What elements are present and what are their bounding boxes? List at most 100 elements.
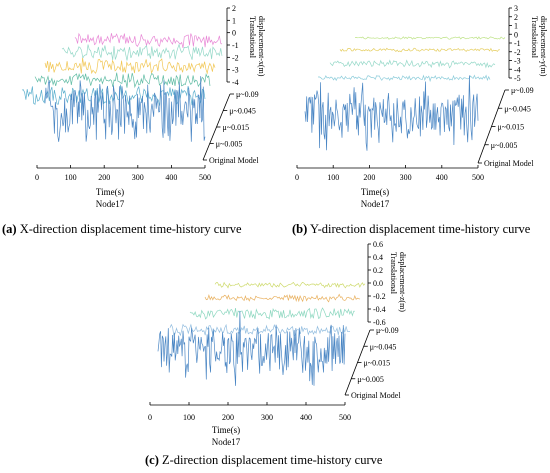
x-tick-label: 100: [327, 173, 339, 182]
panel-caption: (a) X-direction displacement time-histor…: [2, 222, 242, 236]
series-line-2: [61, 43, 223, 61]
x-tick-label: 0: [35, 173, 39, 182]
y-axis-label: displacement-y(m): [539, 16, 548, 77]
caption-text: Y-direction displacement time-history cu…: [307, 222, 531, 236]
x-axis-sublabel: Node17: [361, 199, 390, 209]
series-line-2: [204, 293, 361, 303]
y-tick-label: -0.2: [373, 292, 386, 301]
x-axis-label: Time(s): [96, 187, 124, 197]
x-tick-label: 200: [98, 173, 110, 182]
depth-label: μ~0.045: [229, 107, 256, 116]
y-tick-label: 3: [514, 4, 518, 13]
y-tick-label: -2: [232, 53, 239, 62]
y-tick-label: -2: [514, 48, 521, 57]
y-tick-label: -0.4: [373, 305, 386, 314]
x-tick-label: 100: [183, 413, 195, 422]
series-line-1: [74, 32, 223, 48]
y-tick-label: 2: [232, 4, 236, 13]
x-tick-label: 300: [400, 173, 412, 182]
series-line-1: [214, 281, 366, 289]
y-tick-label: 0: [232, 29, 236, 38]
depth-label: Original Model: [484, 159, 534, 168]
depth-label: Original Model: [209, 156, 259, 165]
series-line-3: [329, 59, 496, 69]
x-tick-label: 400: [300, 413, 312, 422]
y-tick-label: 0.6: [373, 240, 383, 249]
y-tick-label: -4: [232, 78, 239, 87]
chart-panel-c: 0 100 200 300 400 500 Time(s) Node17 μ~0.09 μ~0.0…: [145, 240, 407, 467]
y-axis-label: Translational: [530, 16, 539, 59]
depth-label: μ~0.005: [491, 141, 518, 150]
series-line-4: [169, 323, 351, 338]
depth-label: μ~0.005: [357, 375, 384, 384]
x-tick-label: 400: [436, 173, 448, 182]
caption-letter: (c): [145, 453, 159, 467]
series-line-4: [317, 74, 491, 83]
y-axis-label: Translational: [389, 252, 398, 295]
caption-text: Z-direction displacement time-history cu…: [159, 453, 383, 467]
x-axis-sublabel: Node17: [96, 199, 125, 209]
series-line-3: [189, 307, 355, 320]
y-axis-label-group: Translational displacement-z(m): [389, 252, 407, 312]
y-tick-label: -3: [514, 57, 521, 66]
depth-label: μ~0.015: [498, 123, 525, 132]
y-axis-label: displacement-z(m): [398, 252, 407, 312]
depth-label: μ~0.045: [504, 104, 531, 113]
y-tick-label: 1: [232, 16, 236, 25]
y-tick-label: -1: [514, 39, 521, 48]
depth-label: μ~0.045: [370, 342, 397, 351]
depth-label: μ~0.09: [511, 86, 534, 95]
x-axis-sublabel: Node17: [212, 437, 241, 447]
y-tick-label: 0.4: [373, 253, 383, 262]
depth-label: μ~0.005: [216, 140, 243, 149]
y-tick-label: 0: [514, 30, 518, 39]
x-tick-label: 500: [199, 173, 211, 182]
x-tick-label: 0: [295, 173, 299, 182]
x-axis-label: Time(s): [361, 187, 389, 197]
caption-letter: (b): [292, 222, 307, 236]
series-line-4: [34, 72, 211, 89]
series-line-original: [157, 310, 346, 386]
chart-panel-a: 0 100 200 300 400 500 Time(s) Node17 μ~0.09 μ~0.0…: [2, 4, 266, 236]
y-tick-label: -5: [514, 74, 521, 83]
x-tick-label: 200: [363, 173, 375, 182]
y-tick-label: -1: [232, 41, 239, 50]
panel-caption: (b) Y-direction displacement time-histor…: [292, 222, 531, 236]
caption-letter: (a): [2, 222, 17, 236]
series-line-3: [44, 57, 216, 75]
depth-label: μ~0.015: [223, 123, 250, 132]
y-tick-label: -4: [514, 65, 521, 74]
x-tick-label: 500: [472, 173, 484, 182]
y-axis-label: Translational: [248, 16, 257, 59]
series-line-1: [354, 36, 506, 40]
depth-label: μ~0.09: [376, 326, 399, 335]
series-line-2: [339, 47, 501, 53]
y-tick-label: -3: [232, 66, 239, 75]
depth-label: μ~0.09: [236, 90, 259, 99]
x-tick-label: 300: [261, 413, 273, 422]
series-line-5: [21, 84, 206, 106]
panel-caption: (c) Z-direction displacement time-histor…: [145, 453, 383, 467]
x-axis-label: Time(s): [212, 425, 240, 435]
depth-label: μ~0.015: [364, 359, 391, 368]
series-line-original: [44, 76, 206, 142]
series-line-original: [304, 75, 479, 151]
chart-panel-b: 0 100 200 300 400 500 Time(s) Node17 μ~0.09 μ~0.0…: [292, 4, 548, 236]
depth-label: Original Model: [351, 391, 401, 400]
x-tick-label: 100: [65, 173, 77, 182]
x-tick-label: 500: [339, 413, 351, 422]
y-tick-label: 0.2: [373, 266, 383, 275]
y-tick-label: -0.6: [373, 318, 386, 327]
y-axis-label: displacement-x(m): [257, 16, 266, 77]
caption-text: X-direction displacement time-history cu…: [17, 222, 242, 236]
x-tick-label: 400: [165, 173, 177, 182]
y-axis-label-group: Translational displacement-y(m): [530, 16, 548, 77]
y-tick-label: 0.0: [373, 279, 383, 288]
y-tick-label: 1: [514, 22, 518, 31]
y-axis-label-group: Translational displacement-x(m): [248, 16, 266, 77]
y-tick-label: 2: [514, 13, 518, 22]
x-tick-label: 0: [148, 413, 152, 422]
x-tick-label: 200: [222, 413, 234, 422]
x-tick-label: 300: [132, 173, 144, 182]
